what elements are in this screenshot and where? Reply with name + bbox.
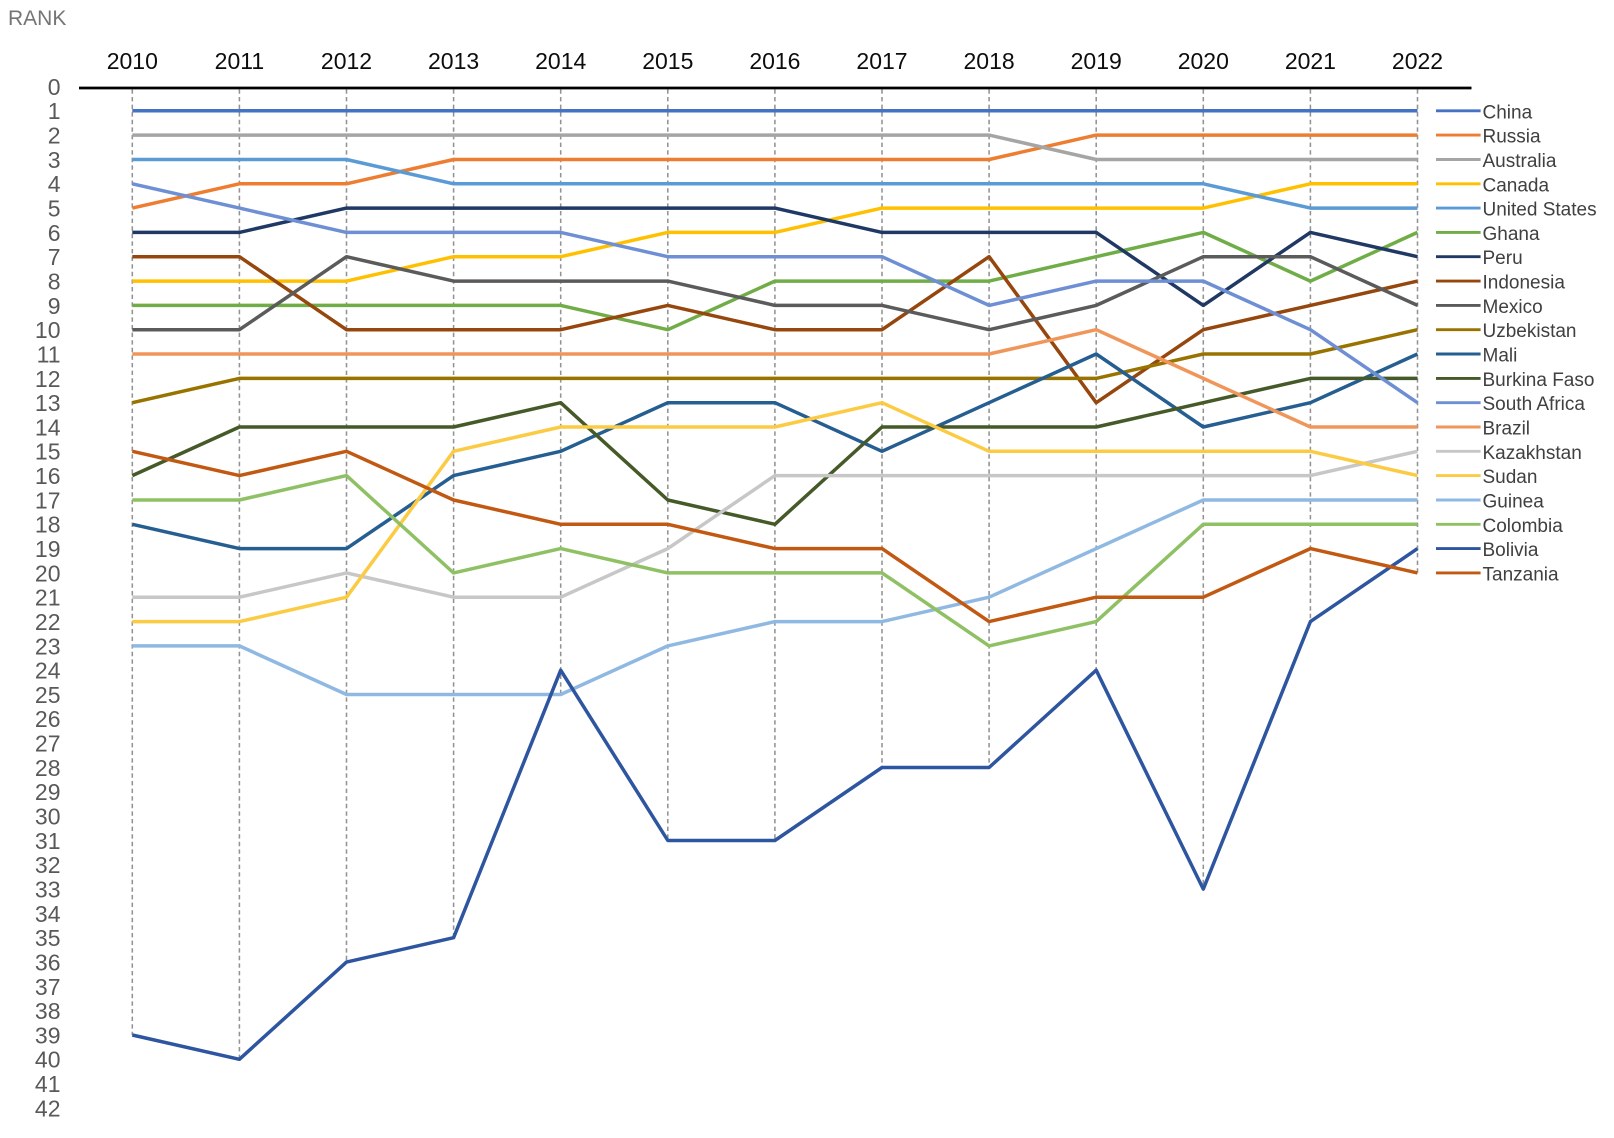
svg-text:7: 7 bbox=[48, 244, 61, 270]
svg-text:21: 21 bbox=[35, 585, 61, 611]
svg-text:Brazil: Brazil bbox=[1483, 419, 1531, 440]
svg-text:29: 29 bbox=[35, 779, 61, 805]
svg-text:2010: 2010 bbox=[107, 48, 158, 74]
svg-text:Colombia: Colombia bbox=[1483, 516, 1564, 537]
svg-text:Tanzania: Tanzania bbox=[1483, 564, 1559, 585]
svg-text:17: 17 bbox=[35, 487, 61, 513]
svg-text:Australia: Australia bbox=[1483, 151, 1557, 172]
svg-text:Peru: Peru bbox=[1483, 248, 1523, 269]
svg-text:2014: 2014 bbox=[535, 48, 586, 74]
svg-text:2015: 2015 bbox=[642, 48, 693, 74]
svg-text:23: 23 bbox=[35, 633, 61, 659]
svg-text:18: 18 bbox=[35, 512, 61, 538]
svg-text:2017: 2017 bbox=[856, 48, 907, 74]
svg-text:Mali: Mali bbox=[1483, 346, 1518, 367]
svg-text:4: 4 bbox=[48, 171, 61, 197]
svg-text:16: 16 bbox=[35, 463, 61, 489]
svg-text:10: 10 bbox=[35, 317, 61, 343]
svg-text:38: 38 bbox=[35, 998, 61, 1024]
svg-text:1: 1 bbox=[48, 98, 61, 124]
svg-text:11: 11 bbox=[37, 341, 61, 367]
svg-text:2021: 2021 bbox=[1285, 48, 1336, 74]
svg-text:28: 28 bbox=[35, 755, 61, 781]
svg-text:2: 2 bbox=[48, 123, 61, 149]
svg-text:Sudan: Sudan bbox=[1483, 467, 1538, 488]
svg-text:26: 26 bbox=[35, 706, 61, 732]
svg-text:31: 31 bbox=[35, 828, 61, 854]
svg-text:14: 14 bbox=[35, 414, 61, 440]
svg-text:2013: 2013 bbox=[428, 48, 479, 74]
svg-text:RANK: RANK bbox=[8, 7, 66, 30]
svg-text:34: 34 bbox=[35, 901, 61, 927]
svg-text:13: 13 bbox=[35, 390, 61, 416]
svg-text:2012: 2012 bbox=[321, 48, 372, 74]
svg-text:3: 3 bbox=[48, 147, 61, 173]
svg-text:25: 25 bbox=[35, 682, 61, 708]
svg-text:2018: 2018 bbox=[964, 48, 1015, 74]
svg-text:Canada: Canada bbox=[1483, 175, 1550, 196]
svg-text:Ghana: Ghana bbox=[1483, 224, 1540, 245]
svg-text:Uzbekistan: Uzbekistan bbox=[1483, 321, 1577, 342]
svg-text:Guinea: Guinea bbox=[1483, 492, 1545, 513]
svg-text:5: 5 bbox=[48, 196, 61, 222]
svg-text:2019: 2019 bbox=[1071, 48, 1122, 74]
svg-text:12: 12 bbox=[35, 366, 61, 392]
svg-text:Mexico: Mexico bbox=[1483, 297, 1543, 318]
svg-text:22: 22 bbox=[35, 609, 61, 635]
svg-text:China: China bbox=[1483, 102, 1533, 123]
svg-text:32: 32 bbox=[35, 852, 61, 878]
svg-text:33: 33 bbox=[35, 877, 61, 903]
svg-text:2011: 2011 bbox=[215, 48, 264, 74]
svg-text:35: 35 bbox=[35, 925, 61, 951]
svg-text:United States: United States bbox=[1483, 200, 1597, 221]
svg-text:36: 36 bbox=[35, 950, 61, 976]
svg-text:9: 9 bbox=[48, 293, 61, 319]
svg-text:Burkina Faso: Burkina Faso bbox=[1483, 370, 1595, 391]
svg-text:37: 37 bbox=[35, 974, 61, 1000]
svg-text:2016: 2016 bbox=[749, 48, 800, 74]
svg-text:42: 42 bbox=[35, 1095, 61, 1121]
svg-text:24: 24 bbox=[35, 658, 61, 684]
svg-text:30: 30 bbox=[35, 804, 61, 830]
svg-text:2020: 2020 bbox=[1178, 48, 1229, 74]
svg-text:2022: 2022 bbox=[1392, 48, 1443, 74]
svg-text:Russia: Russia bbox=[1483, 127, 1542, 148]
svg-text:40: 40 bbox=[35, 1047, 61, 1073]
svg-text:Bolivia: Bolivia bbox=[1483, 540, 1539, 561]
svg-text:41: 41 bbox=[35, 1071, 61, 1097]
svg-text:15: 15 bbox=[35, 439, 61, 465]
svg-text:0: 0 bbox=[48, 74, 61, 100]
svg-text:South Africa: South Africa bbox=[1483, 394, 1586, 415]
svg-text:6: 6 bbox=[48, 220, 61, 246]
svg-text:Kazakhstan: Kazakhstan bbox=[1483, 443, 1582, 464]
svg-text:39: 39 bbox=[35, 1022, 61, 1048]
svg-text:27: 27 bbox=[35, 731, 61, 757]
svg-text:Indonesia: Indonesia bbox=[1483, 273, 1566, 294]
svg-text:8: 8 bbox=[48, 269, 61, 295]
svg-text:19: 19 bbox=[35, 536, 61, 562]
svg-text:20: 20 bbox=[35, 560, 61, 586]
